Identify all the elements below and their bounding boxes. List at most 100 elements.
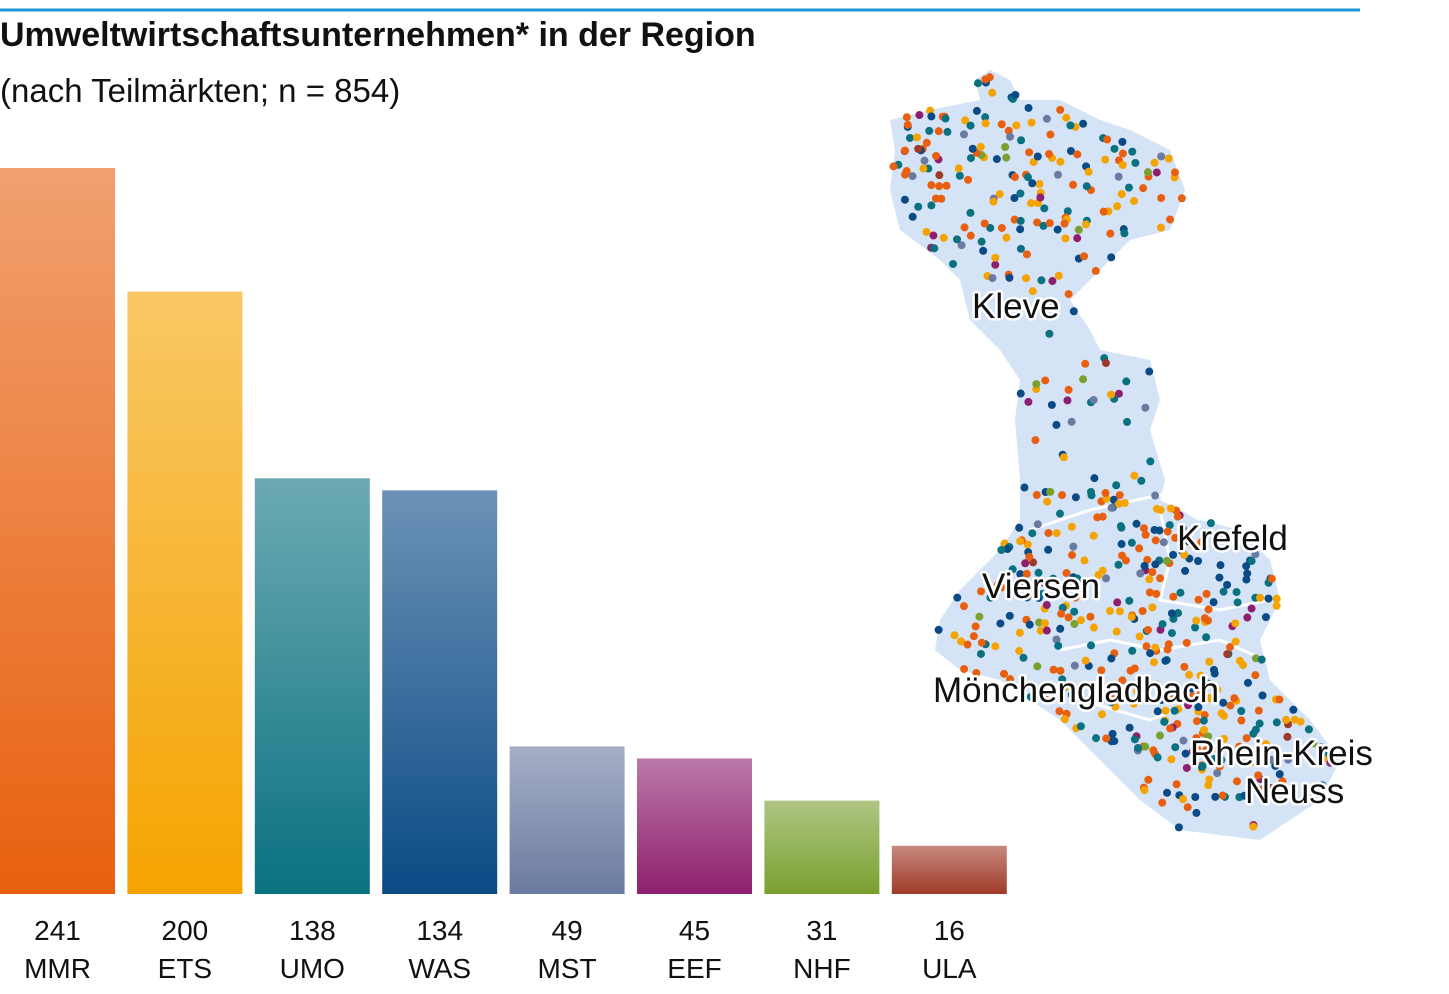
map-dot bbox=[1194, 595, 1203, 604]
map-dot bbox=[986, 593, 995, 602]
map-dot bbox=[1042, 601, 1051, 610]
map-dot bbox=[1192, 733, 1201, 742]
map-dot bbox=[986, 223, 995, 232]
map-dot bbox=[1214, 532, 1223, 541]
map-dot bbox=[1130, 664, 1139, 673]
map-dot bbox=[1296, 717, 1305, 726]
map-dot bbox=[1122, 377, 1131, 386]
map-label: Kleve bbox=[972, 287, 1060, 326]
map-dot bbox=[1225, 643, 1234, 652]
map-dot bbox=[1242, 575, 1251, 584]
map-dot bbox=[1097, 666, 1106, 675]
map-dot bbox=[1166, 724, 1175, 733]
map-dot bbox=[1152, 589, 1161, 598]
map-dot bbox=[934, 625, 943, 634]
map-dot bbox=[1113, 598, 1122, 607]
map-dot bbox=[1139, 524, 1148, 533]
map-dot bbox=[1283, 732, 1292, 741]
bar bbox=[382, 490, 498, 894]
map-dot bbox=[1319, 754, 1328, 763]
map-dot bbox=[1107, 693, 1116, 702]
map-dot bbox=[1237, 706, 1246, 715]
map-dot bbox=[1044, 545, 1053, 554]
map-dot bbox=[1043, 497, 1052, 506]
map-dot bbox=[1275, 770, 1284, 779]
map-dot bbox=[1194, 557, 1203, 566]
map-dot bbox=[1084, 167, 1093, 176]
map-dot bbox=[1101, 359, 1110, 368]
map-dot bbox=[908, 172, 917, 181]
map-dot bbox=[905, 133, 914, 142]
map-dot bbox=[992, 155, 1001, 164]
map-dot bbox=[1073, 574, 1082, 583]
map-dot bbox=[1024, 103, 1033, 112]
map-dot bbox=[1202, 589, 1211, 598]
category-label: NHF bbox=[793, 953, 851, 984]
map-dot bbox=[1058, 675, 1067, 684]
map-dot bbox=[1184, 537, 1193, 546]
value-label: 16 bbox=[934, 915, 965, 946]
map-dot bbox=[1053, 225, 1062, 234]
map-dot bbox=[1124, 183, 1133, 192]
map-dot bbox=[1031, 436, 1040, 445]
map-dot bbox=[1271, 761, 1280, 770]
category-label: ULA bbox=[922, 953, 977, 984]
map-dot bbox=[1167, 629, 1176, 638]
map-dot bbox=[1182, 763, 1191, 772]
map-dot bbox=[935, 182, 944, 191]
bar bbox=[637, 758, 752, 894]
map-dot bbox=[1170, 168, 1179, 177]
map-dot bbox=[1151, 491, 1160, 500]
map-dot bbox=[960, 223, 969, 232]
chart-subtitle: (nach Teilmärkten; n = 854) bbox=[0, 72, 400, 109]
map-dot bbox=[914, 144, 923, 153]
map-dot bbox=[1074, 225, 1083, 234]
category-label: MST bbox=[538, 953, 597, 984]
map-dot bbox=[991, 260, 1000, 269]
map-dot bbox=[1172, 780, 1181, 789]
map-dot bbox=[988, 88, 997, 97]
map-dot bbox=[903, 120, 912, 129]
map-dot bbox=[1016, 389, 1025, 398]
map-dot bbox=[1073, 150, 1082, 159]
map-dot bbox=[1163, 788, 1172, 797]
map-dot bbox=[1081, 359, 1090, 368]
map-dot bbox=[920, 156, 929, 165]
map-dot bbox=[1067, 522, 1076, 531]
map-dot bbox=[1033, 520, 1042, 529]
map-dot bbox=[1251, 671, 1260, 680]
map-dot bbox=[1209, 755, 1218, 764]
map-dot bbox=[1213, 769, 1222, 778]
map-dot bbox=[1169, 550, 1178, 559]
map-dot bbox=[960, 130, 969, 139]
map-dot bbox=[1066, 146, 1075, 155]
map-dot bbox=[1156, 574, 1165, 583]
map-dot bbox=[1156, 223, 1165, 232]
map-dot bbox=[1171, 743, 1180, 752]
map-dot bbox=[1256, 593, 1265, 602]
map-dot bbox=[1146, 649, 1155, 658]
map-dot bbox=[1267, 784, 1276, 793]
map-dot bbox=[1049, 298, 1058, 307]
map-dot bbox=[1157, 687, 1166, 696]
map-dot bbox=[1080, 556, 1089, 565]
map-dot bbox=[1033, 152, 1042, 161]
map-dot bbox=[1152, 168, 1161, 177]
map-dot bbox=[1179, 736, 1188, 745]
map-dot bbox=[1196, 671, 1205, 680]
category-label: EEF bbox=[667, 953, 721, 984]
map-dot bbox=[1120, 498, 1129, 507]
map-dot bbox=[1002, 153, 1011, 162]
map-dot bbox=[1141, 742, 1150, 751]
map-dot bbox=[1176, 588, 1185, 597]
map-dot bbox=[972, 668, 981, 677]
map-dot bbox=[1117, 190, 1126, 199]
map-dot bbox=[889, 162, 898, 171]
map-dot bbox=[1249, 729, 1258, 738]
map-dot bbox=[1235, 742, 1244, 751]
map-dot bbox=[1254, 706, 1263, 715]
map-dot bbox=[1129, 699, 1138, 708]
map-dot bbox=[1167, 609, 1176, 618]
map-dot bbox=[1046, 130, 1055, 139]
map-dot bbox=[997, 223, 1006, 232]
